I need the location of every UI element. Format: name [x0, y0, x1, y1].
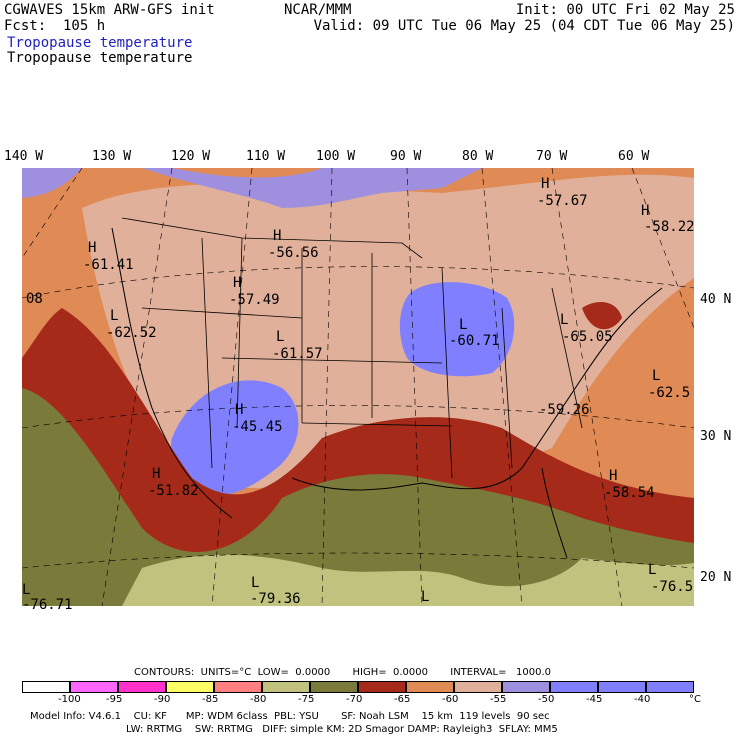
lon-label: 80 W — [462, 149, 494, 164]
color-swatch — [262, 681, 310, 693]
colorbar-tick: -60 — [442, 694, 459, 705]
color-swatch — [646, 681, 694, 693]
extremum-marker: H — [273, 228, 282, 244]
colorbar-tick: -100 — [58, 694, 81, 705]
tan-region — [122, 554, 694, 606]
color-swatch — [406, 681, 454, 693]
colorbar-unit: °C — [689, 694, 701, 705]
extremum-value: -59.26 — [539, 402, 590, 418]
extremum-value: -76.5 — [651, 579, 694, 595]
extremum-marker: L — [22, 582, 31, 598]
color-swatch — [118, 681, 166, 693]
extremum-value: -57.49 — [229, 292, 280, 308]
valid-time: Valid: 09 UTC Tue 06 May 25 (04 CDT Tue … — [313, 18, 735, 34]
extremum-value: -57.67 — [537, 193, 588, 209]
lat-label: 40 N — [700, 292, 732, 307]
extremum-marker: H — [88, 240, 97, 256]
extremum-marker: L — [560, 312, 569, 328]
extremum-value: -65.05 — [562, 329, 613, 345]
lon-label: 110 W — [246, 149, 286, 164]
extremum-value: -58.54 — [604, 485, 655, 501]
color-swatch — [166, 681, 214, 693]
colorbar-tick: -40 — [634, 694, 651, 705]
lon-label: 130 W — [92, 149, 132, 164]
extremum-marker: H — [641, 203, 650, 219]
extremum-value: -76.71 — [22, 597, 73, 613]
northern-purple-region — [22, 168, 482, 208]
field-title-secondary: Tropopause temperature — [7, 50, 193, 66]
grid-lines — [22, 168, 694, 606]
extremum-marker: L — [276, 329, 285, 345]
forecast-hour: Fcst: 105 h — [4, 18, 106, 34]
extremum-value: -79.36 — [250, 591, 301, 607]
model-info-line1: Model Info: V4.6.1 CU: KF MP: WDM 6class… — [30, 711, 550, 722]
lat-label: 30 N — [700, 429, 732, 444]
extremum-marker: H — [233, 275, 242, 291]
coastlines — [111, 227, 663, 559]
color-swatch — [214, 681, 262, 693]
colorbar-tick: -95 — [106, 694, 123, 705]
extremum-marker: L — [652, 368, 661, 384]
colorbar-tick: -75 — [298, 694, 315, 705]
lon-label: 90 W — [390, 149, 422, 164]
extremum-marker: H — [235, 402, 244, 418]
extremum-value: -51.82 — [148, 483, 199, 499]
lat-label: 20 N — [700, 570, 732, 585]
extremum-marker: H — [541, 176, 550, 192]
state-boundaries — [121, 217, 583, 479]
extremum-value: -56.56 — [268, 245, 319, 261]
extremum-marker: H — [152, 466, 161, 482]
extremum-value: -58.22 — [644, 219, 695, 235]
olive-region — [22, 388, 694, 606]
lon-label: 120 W — [171, 149, 211, 164]
southwest-blue-high — [170, 380, 299, 497]
northeast-red-patch — [582, 302, 622, 330]
lon-label: 140 W — [4, 149, 44, 164]
extremum-value: -45.45 — [232, 419, 283, 435]
color-swatch — [502, 681, 550, 693]
great-lakes-blue-low — [399, 282, 515, 377]
color-swatch — [310, 681, 358, 693]
colorbar-tick: -65 — [394, 694, 411, 705]
color-swatch — [550, 681, 598, 693]
colorbar-tick: -85 — [202, 694, 219, 705]
northwest-purple-patch — [22, 168, 82, 198]
color-swatch — [598, 681, 646, 693]
colorbar-tick: -45 — [586, 694, 603, 705]
colorbar-tick: -50 — [538, 694, 555, 705]
colorbar-tick: -70 — [346, 694, 363, 705]
colorbar-tick: -90 — [154, 694, 171, 705]
extremum-value: -62.5 — [648, 385, 691, 401]
extremum-marker: L — [648, 562, 657, 578]
color-swatch — [70, 681, 118, 693]
extremum-marker: L — [251, 575, 260, 591]
model-info-line2: LW: RRTMG SW: RRTMG DIFF: simple KM: 2D … — [126, 724, 558, 735]
tropopause-temperature-map — [22, 168, 694, 606]
extremum-marker: L — [110, 308, 119, 324]
extremum-value: -62.52 — [106, 325, 157, 341]
lon-label: 60 W — [618, 149, 650, 164]
extremum-value: -61.57 — [272, 346, 323, 362]
extremum-value: -61.41 — [83, 257, 134, 273]
color-swatch — [358, 681, 406, 693]
color-swatch — [22, 681, 70, 693]
contour-info: CONTOURS: UNITS=°C LOW= 0.0000 HIGH= 0.0… — [134, 667, 552, 678]
extremum-marker: L — [459, 317, 468, 333]
lon-label: 100 W — [316, 149, 356, 164]
colorbar-tick: -55 — [490, 694, 507, 705]
center-label: NCAR/MMM — [284, 2, 352, 18]
extremum-marker: L — [421, 589, 430, 605]
extremum-value: 08 — [26, 291, 43, 307]
extremum-value: -60.71 — [449, 333, 500, 349]
init-time: Init: 00 UTC Fri 02 May 25 — [515, 2, 735, 18]
lon-label: 70 W — [536, 149, 568, 164]
colorbar-tick: -80 — [250, 694, 267, 705]
extremum-marker: H — [609, 468, 618, 484]
field-title-primary: Tropopause temperature — [7, 35, 193, 51]
color-swatch — [454, 681, 502, 693]
model-title: CGWAVES 15km ARW-GFS init — [4, 2, 215, 18]
